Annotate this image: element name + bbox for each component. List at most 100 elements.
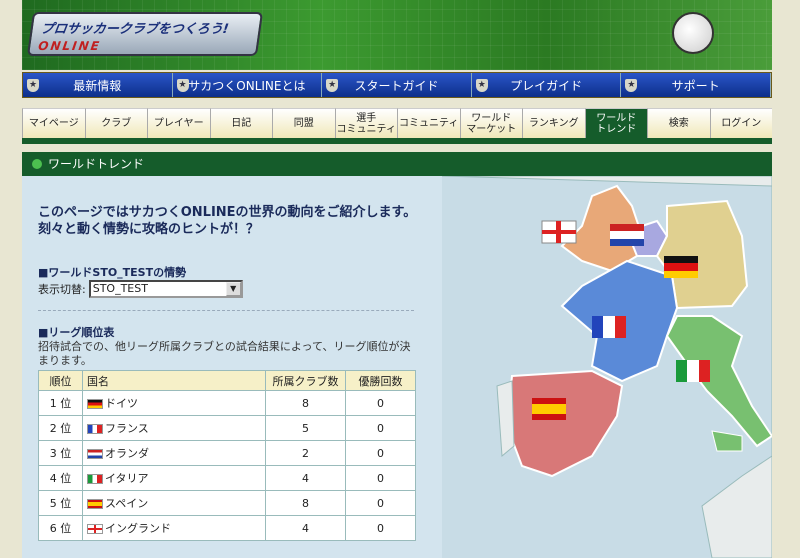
- rank: 6 位: [38, 515, 83, 541]
- league-description: 招待試合での、他リーグ所属クラブとの試合結果によって、リーグ順位が決まります。: [38, 340, 411, 367]
- section-title: ワールドトレンド: [48, 157, 145, 171]
- shield-icon: ★: [625, 79, 638, 92]
- league-heading: ■リーグ順位表: [38, 326, 115, 339]
- sub-nav: マイページ クラブ プレイヤー 日記 同盟 選手 コミュニティ コミュニティ ワールド マーケ…: [22, 108, 772, 144]
- site-logo[interactable]: プロサッカークラブをつくろう! ONLINE: [26, 12, 264, 56]
- wins: 0: [345, 415, 416, 441]
- rank: 2 位: [38, 415, 83, 441]
- country: ドイツ: [82, 390, 266, 416]
- country-name: イタリア: [105, 472, 149, 485]
- flag-italy-icon: [87, 474, 103, 484]
- rank: 5 位: [38, 490, 83, 516]
- subnav-tab[interactable]: ワールド マーケット: [459, 108, 522, 138]
- flag-netherlands-marker: [610, 224, 644, 246]
- subnav-tab[interactable]: 日記: [209, 108, 272, 138]
- logo-text: プロサッカークラブをつくろう!: [39, 22, 230, 37]
- country-name: スペイン: [105, 497, 149, 510]
- nav-about[interactable]: ★ サカつくONLINEとは: [173, 73, 323, 97]
- nav-play-guide[interactable]: ★ プレイガイド: [472, 73, 622, 97]
- subnav-tab[interactable]: ランキング: [522, 108, 585, 138]
- country: オランダ: [82, 440, 266, 466]
- country: フランス: [82, 415, 266, 441]
- rank: 4 位: [38, 465, 83, 491]
- nav-label: スタートガイド: [354, 78, 439, 93]
- table-row: 5 位 スペイン 8 0: [38, 490, 416, 516]
- clubs: 4: [265, 515, 346, 541]
- map-germany: [655, 199, 749, 310]
- clubs: 2: [265, 440, 346, 466]
- subnav-tab[interactable]: ワールド トレンド: [584, 108, 647, 138]
- wins: 0: [345, 390, 416, 416]
- switch-label: 表示切替:: [38, 283, 86, 296]
- intro-line: このページではサカつくONLINEの世界の動向をご紹介します。: [38, 205, 417, 220]
- wins: 0: [345, 465, 416, 491]
- wins: 0: [345, 440, 416, 466]
- flag-italy-marker: [676, 360, 710, 382]
- intro-text: このページではサカつくONLINEの世界の動向をご紹介します。 刻々と動く情勢に攻…: [38, 204, 416, 238]
- clubs: 5: [265, 415, 346, 441]
- table-row: 1 位 ドイツ 8 0: [38, 390, 416, 416]
- map-portugal: [496, 380, 515, 458]
- rank: 3 位: [38, 440, 83, 466]
- flag-spain-marker: [532, 398, 566, 420]
- nav-label: 最新情報: [73, 78, 122, 93]
- country: イングランド: [82, 515, 266, 541]
- flag-france-icon: [87, 424, 103, 434]
- nav-support[interactable]: ★ サポート: [621, 73, 771, 97]
- section-header: ワールドトレンド: [22, 152, 772, 176]
- subnav-tab[interactable]: ログイン: [709, 108, 772, 138]
- flag-england-icon: [87, 524, 103, 534]
- shield-icon: ★: [176, 79, 189, 92]
- world-select[interactable]: STO_TEST ▼: [88, 280, 243, 298]
- col-rank: 順位: [38, 370, 83, 391]
- subnav-tab[interactable]: 検索: [647, 108, 710, 138]
- soccer-ball-image: [672, 12, 714, 54]
- subnav-tab[interactable]: プレイヤー: [147, 108, 210, 138]
- flag-germany-marker: [664, 256, 698, 278]
- table-row: 2 位 フランス 5 0: [38, 415, 416, 441]
- nav-label: プレイガイド: [510, 78, 583, 93]
- nav-start-guide[interactable]: ★ スタートガイド: [322, 73, 472, 97]
- flag-france-marker: [592, 316, 626, 338]
- map-italy: [665, 315, 772, 448]
- dropdown-arrow-icon[interactable]: ▼: [225, 282, 241, 296]
- clubs: 8: [265, 490, 346, 516]
- nav-label: サカつくONLINEとは: [188, 78, 306, 93]
- shield-icon: ★: [475, 79, 488, 92]
- wins: 0: [345, 515, 416, 541]
- banner: プロサッカークラブをつくろう! ONLINE: [22, 0, 772, 70]
- shield-icon: ★: [27, 79, 39, 92]
- map-land-east: [442, 176, 772, 558]
- country-name: オランダ: [105, 447, 149, 460]
- country-name: イングランド: [105, 522, 171, 535]
- nav-latest[interactable]: ★ 最新情報: [23, 73, 173, 97]
- nav-label: サポート: [671, 78, 720, 93]
- europe-map: [442, 176, 772, 558]
- clubs: 8: [265, 390, 346, 416]
- world-heading: ■ワールドSTO_TESTの情勢: [38, 266, 187, 279]
- col-country: 国名: [82, 370, 266, 391]
- divider: [38, 310, 414, 311]
- subnav-tab[interactable]: コミュニティ: [397, 108, 460, 138]
- subnav-tab[interactable]: 同盟: [272, 108, 335, 138]
- country-name: フランス: [105, 422, 149, 435]
- subnav-tab[interactable]: 選手 コミュニティ: [334, 108, 397, 138]
- clubs: 4: [265, 465, 346, 491]
- rank: 1 位: [38, 390, 83, 416]
- country: イタリア: [82, 465, 266, 491]
- intro-line: 刻々と動く情勢に攻略のヒントが！？: [38, 222, 260, 237]
- country: スペイン: [82, 490, 266, 516]
- map-sicily: [711, 430, 743, 452]
- subnav-tab[interactable]: クラブ: [84, 108, 147, 138]
- flag-england-marker: [541, 220, 577, 244]
- wins: 0: [345, 490, 416, 516]
- logo-sub: ONLINE: [37, 39, 102, 53]
- shield-icon: ★: [326, 79, 339, 92]
- col-clubs: 所属クラブ数: [265, 370, 346, 391]
- league-table: 順位 国名 所属クラブ数 優勝回数 1 位ドイツ 8 0 2 位フランス 5 0 3 位オラ…: [38, 370, 416, 541]
- main-nav: ★ 最新情報 ★ サカつくONLINEとは ★ スタートガイド ★ プレイガイド ★ サポ…: [22, 72, 772, 98]
- flag-spain-icon: [87, 499, 103, 509]
- table-row: 3 位 オランダ 2 0: [38, 440, 416, 466]
- subnav-tab[interactable]: マイページ: [22, 108, 85, 138]
- bullet-icon: [32, 159, 42, 169]
